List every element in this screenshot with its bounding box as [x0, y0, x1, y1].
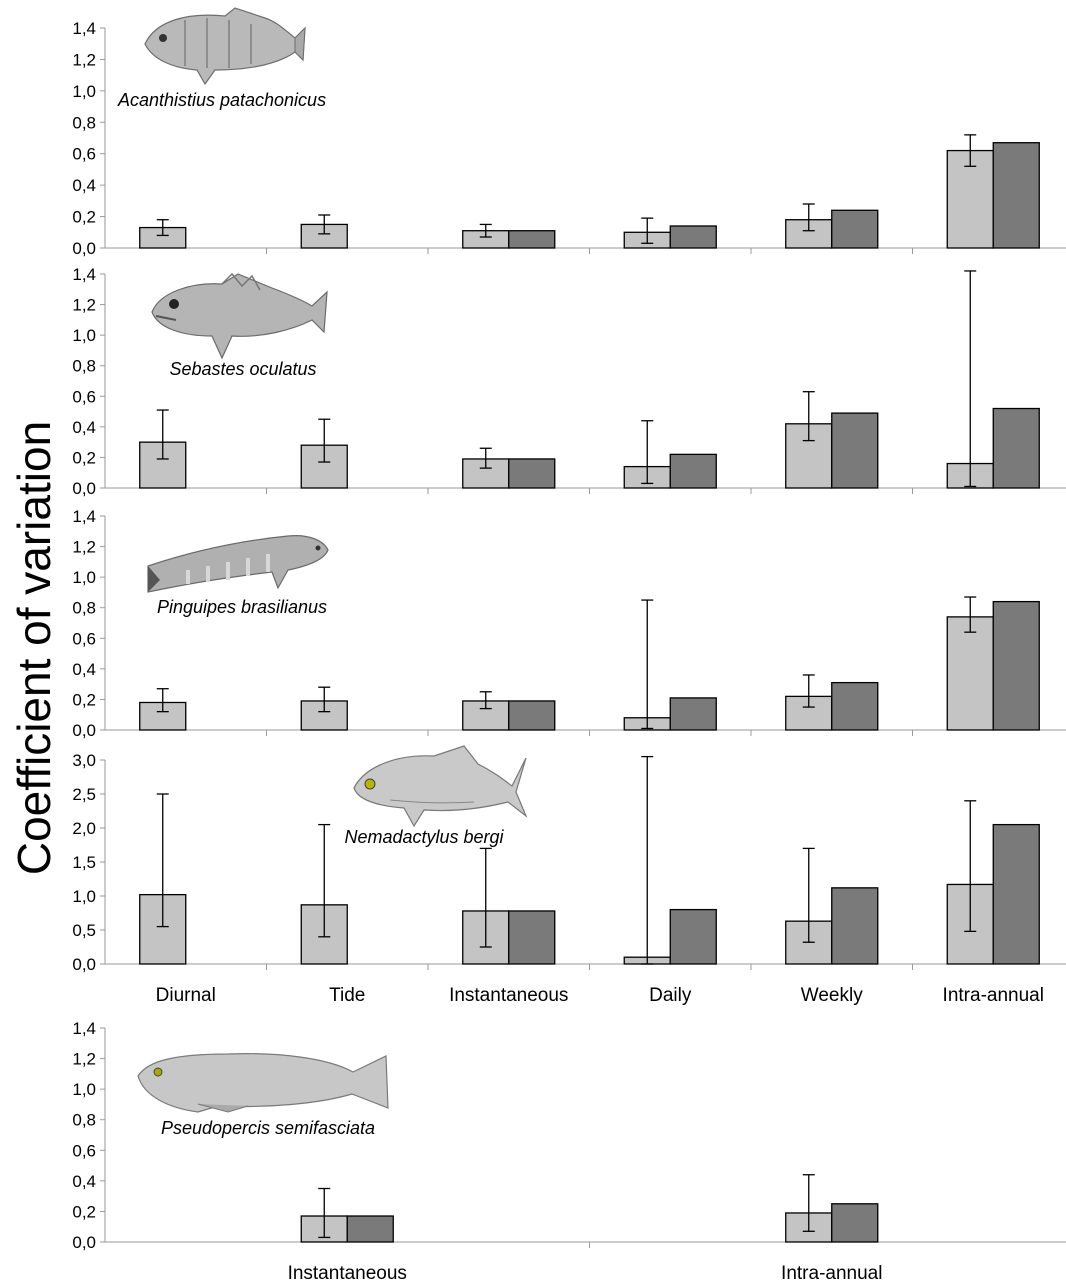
bar-series-2: [831, 681, 879, 731]
bar-series-2: [831, 412, 879, 489]
x-tick-label: Instantaneous: [288, 1263, 407, 1282]
x-tick-label: Tide: [329, 985, 365, 1006]
y-tick-label: 1,2: [72, 296, 96, 315]
y-tick-label: 0,2: [72, 208, 96, 227]
y-tick-label: 1,2: [72, 538, 96, 557]
chart-panel: 0,0 0,2 0,4 0,6 0,8 1,0 1,2 1,4 Instantaneous Int…: [72, 1019, 1066, 1282]
bar-series-2: [669, 908, 717, 965]
y-tick-label: 0,6: [72, 1141, 96, 1160]
bar-series-2: [831, 1203, 879, 1243]
y-tick-label: 0,8: [72, 599, 96, 618]
bar-series-2: [992, 142, 1040, 249]
x-tick-label: Intra-annual: [781, 1263, 882, 1282]
bar-series-2: [992, 600, 1040, 731]
y-tick-label: 2,0: [72, 819, 96, 838]
y-tick-label: 0,6: [72, 629, 96, 648]
y-tick-label: 3,0: [72, 751, 96, 770]
fish-icon-grouper: [144, 7, 306, 86]
x-tick-label: Daily: [649, 985, 692, 1006]
y-tick-label: 0,2: [72, 448, 96, 467]
species-label: Pinguipes brasilianus: [157, 597, 327, 617]
fish-icon-sandperch: [147, 535, 329, 593]
y-tick-label: 0,8: [72, 357, 96, 376]
species-label: Acanthistius patachonicus: [117, 90, 326, 110]
y-tick-label: 0,0: [72, 721, 96, 740]
y-tick-label: 1,0: [72, 326, 96, 345]
y-tick-label: 1,2: [72, 1050, 96, 1069]
bar-series-2: [669, 225, 717, 249]
y-tick-label: 0,6: [72, 145, 96, 164]
bar-series-2: [508, 230, 556, 249]
chart-panel: 0,0 0,2 0,4 0,6 0,8 1,0 1,2 1,4 Sebastes oculatu…: [72, 265, 1066, 498]
y-tick-label: 0,4: [72, 1172, 96, 1191]
bar-series-2: [346, 1215, 394, 1243]
species-label: Sebastes oculatus: [169, 359, 316, 379]
fish-icon-morwong: [353, 745, 528, 828]
x-tick-label: Instantaneous: [449, 985, 568, 1006]
bar-series-2: [669, 453, 717, 489]
bar-series-2: [992, 407, 1040, 489]
chart-panels: 0,0 0,2 0,4 0,6 0,8 1,0 1,2 1,4 Acanthistius pat…: [72, 19, 1066, 1282]
y-tick-label: 0,0: [72, 955, 96, 974]
y-tick-label: 0,8: [72, 113, 96, 132]
species-label: Nemadactylus bergi: [344, 827, 504, 847]
y-tick-label: 0,2: [72, 1202, 96, 1221]
y-tick-label: 0,2: [72, 690, 96, 709]
bar-series-2: [669, 697, 717, 731]
y-tick-label: 1,0: [72, 1080, 96, 1099]
bar-series-2: [992, 823, 1040, 965]
y-tick-label: 0,0: [72, 239, 96, 258]
y-tick-label: 1,2: [72, 50, 96, 69]
y-tick-label: 0,5: [72, 921, 96, 940]
y-tick-label: 1,4: [72, 1019, 96, 1038]
bar-series-2: [831, 887, 879, 965]
y-tick-label: 1,0: [72, 887, 96, 906]
y-tick-label: 0,8: [72, 1111, 96, 1130]
y-tick-label: 1,0: [72, 82, 96, 101]
y-tick-label: 1,4: [72, 19, 96, 38]
bar-series-1: [946, 616, 994, 731]
fish-icon-weakfish: [137, 1053, 389, 1113]
y-tick-label: 1,5: [72, 853, 96, 872]
y-tick-label: 0,0: [72, 1233, 96, 1252]
y-tick-label: 1,4: [72, 265, 96, 284]
bar-series-2: [508, 910, 556, 965]
y-tick-label: 1,0: [72, 568, 96, 587]
x-tick-label: Diurnal: [156, 985, 216, 1006]
y-tick-label: 2,5: [72, 785, 96, 804]
x-tick-label: Weekly: [801, 985, 863, 1006]
bar-series-2: [508, 458, 556, 489]
chart-panel: 0,0 0,2 0,4 0,6 0,8 1,0 1,2 1,4 Acanthistius pat…: [72, 19, 1066, 258]
chart-panel: 0,0 0,2 0,4 0,6 0,8 1,0 1,2 1,4 Pinguipes brasil…: [72, 507, 1066, 740]
y-tick-label: 1,4: [72, 507, 96, 526]
y-tick-label: 0,0: [72, 479, 96, 498]
y-axis-label: Coefficient of variation: [8, 421, 60, 875]
y-tick-label: 0,4: [72, 660, 96, 679]
bar-series-2: [508, 700, 556, 731]
species-label: Pseudopercis semifasciata: [161, 1118, 375, 1138]
fish-icon-rockfish: [151, 272, 328, 360]
x-tick-label: Intra-annual: [943, 985, 1044, 1006]
bar-series-2: [831, 209, 879, 249]
y-tick-label: 0,4: [72, 418, 96, 437]
chart-panel: 0,0 0,5 1,0 1,5 2,0 2,5 3,0 Diurnal Tide Instanta…: [72, 751, 1066, 1006]
y-tick-label: 0,4: [72, 176, 96, 195]
y-tick-label: 0,6: [72, 387, 96, 406]
